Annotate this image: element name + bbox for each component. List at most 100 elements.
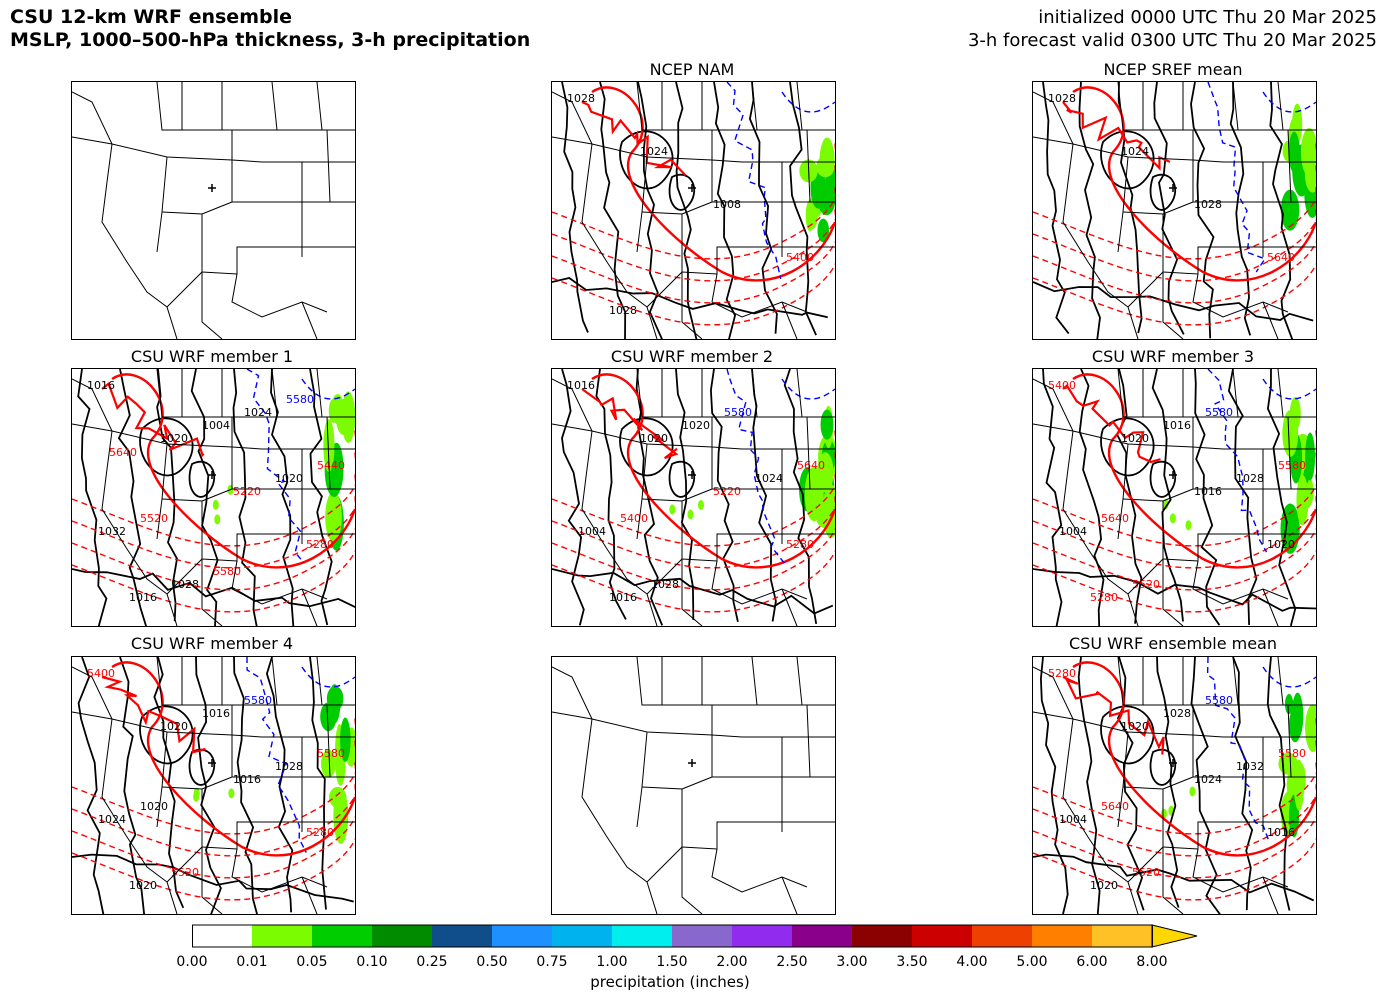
thickness-layer xyxy=(1033,86,1316,326)
isobar-line xyxy=(1100,130,1155,190)
precip-area xyxy=(323,419,335,473)
map-svg: 1028 1024 1028 5640 xyxy=(1033,82,1316,339)
isobar-line xyxy=(561,369,585,626)
state-border xyxy=(806,704,811,778)
colorbar-tick-label: 0.01 xyxy=(236,954,268,970)
contour-label: 5580 xyxy=(286,393,314,406)
state-border xyxy=(1162,447,1194,502)
colorbar-tick-label: 6.00 xyxy=(1076,954,1108,970)
state-border xyxy=(231,273,328,318)
isobar-line xyxy=(1156,657,1180,908)
state-border xyxy=(72,666,113,720)
thickness-line xyxy=(72,739,355,857)
precip-area xyxy=(1280,189,1300,231)
isobar-line xyxy=(188,461,216,498)
valid-time: 3-h forecast valid 0300 UTC Thu 20 Mar 2… xyxy=(967,30,1377,51)
state-border xyxy=(161,211,203,308)
contour-label: 5280 xyxy=(306,826,334,839)
station-marker xyxy=(1169,471,1177,479)
colorbar-segment xyxy=(432,925,492,947)
colorbar-segment xyxy=(1032,925,1092,947)
isobar-line xyxy=(1194,369,1221,626)
contour-label: 5580 xyxy=(213,565,241,578)
isobar-line xyxy=(139,417,194,477)
contour-label: 1008 xyxy=(713,198,741,211)
precip-area xyxy=(1300,127,1316,177)
thickness-line xyxy=(1033,717,1316,835)
thickness-line xyxy=(1033,208,1316,326)
state-border xyxy=(231,848,328,893)
colorbar-tick-label: 4.00 xyxy=(956,954,988,970)
precip-area xyxy=(214,514,221,525)
colorbar-segment xyxy=(552,925,612,947)
thickness-layer xyxy=(72,661,355,901)
map-panel: 1028 1024 1028 5640 xyxy=(1032,81,1317,340)
isobar-line xyxy=(552,568,834,615)
figure-title: CSU 12-km WRF ensemble MSLP, 1000–500-hP… xyxy=(10,6,530,52)
state-border xyxy=(156,657,232,706)
thickness-cold-line xyxy=(301,666,355,688)
colorbar-segment xyxy=(672,925,732,947)
state-border xyxy=(301,876,318,914)
contour-label: 1028 xyxy=(1236,472,1264,485)
isobar-layer xyxy=(1033,657,1315,914)
contour-label: 1016 xyxy=(233,773,261,786)
state-border xyxy=(636,657,712,706)
contour-label: 5640 xyxy=(1267,251,1295,264)
isobar-line xyxy=(117,369,147,626)
state-border xyxy=(711,560,808,605)
colorbar-tick-label: 2.00 xyxy=(716,954,748,970)
state-borders xyxy=(72,82,355,339)
thickness-cold-line xyxy=(726,82,782,279)
map-panel xyxy=(71,81,356,340)
contour-label: 5400 xyxy=(1048,379,1076,392)
state-border xyxy=(1287,129,1292,203)
thickness-line xyxy=(1033,142,1316,260)
isobar-line xyxy=(1100,417,1155,477)
state-border xyxy=(166,881,178,914)
contour-label: 1020 xyxy=(1090,879,1118,892)
contour-label: 1004 xyxy=(1059,525,1087,538)
thickness-line xyxy=(72,783,355,901)
state-border xyxy=(781,876,798,914)
map-svg: 1028 1024 1008 5400 1028 xyxy=(552,82,835,339)
precip-colorbar xyxy=(192,924,1198,948)
thickness-5400-line xyxy=(101,675,206,754)
contour-label: 5520 xyxy=(1132,866,1160,879)
state-border xyxy=(1162,272,1184,339)
isobar-line xyxy=(1190,657,1221,914)
state-border xyxy=(231,560,328,605)
state-border xyxy=(201,533,302,562)
contour-label: 1016 xyxy=(129,591,157,604)
colorbar-segment xyxy=(852,925,912,947)
isobar-line xyxy=(1190,82,1215,339)
contour-label: 5400 xyxy=(786,251,814,264)
state-border xyxy=(72,91,113,145)
colorbar-tick-label: 0.05 xyxy=(296,954,328,970)
map-svg: 5280 1020 1024 1016 1020 1028 1032 1004 5520 5580… xyxy=(1033,657,1316,914)
isobar-line xyxy=(561,82,589,333)
isobar-line xyxy=(232,369,258,626)
state-border xyxy=(201,272,223,339)
colorbar-label: precipitation (inches) xyxy=(590,973,750,991)
thickness-line xyxy=(1033,473,1316,591)
colorbar-segment xyxy=(312,925,372,947)
isobar-line xyxy=(1151,369,1184,622)
isobar-line xyxy=(783,369,818,625)
map-panel: 1028 1024 1008 5400 1028 xyxy=(551,81,836,340)
state-border xyxy=(1122,211,1164,308)
contour-label: 1028 xyxy=(609,304,637,317)
thickness-line xyxy=(72,473,355,591)
state-border xyxy=(796,657,803,706)
thickness-5400-line xyxy=(111,661,355,857)
precip-area xyxy=(340,717,351,763)
map-panel: 5280 1020 1024 1016 1020 1028 1032 1004 5520 5580… xyxy=(1032,656,1317,915)
state-border xyxy=(681,533,782,562)
thickness-5400-line xyxy=(591,86,835,282)
contour-label: 1016 xyxy=(1194,485,1222,498)
colorbar-segment xyxy=(612,925,672,947)
state-border xyxy=(552,91,593,145)
isobar-line xyxy=(188,749,216,786)
isobar-line xyxy=(1078,82,1101,339)
state-border xyxy=(316,369,323,418)
